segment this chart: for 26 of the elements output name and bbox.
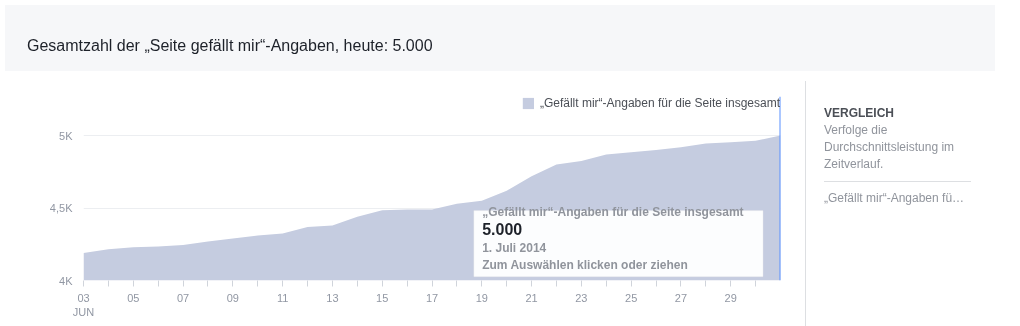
annotation: Zum Auswählen klicken oder ziehen [482, 258, 688, 273]
x-tick-label: 11 [276, 291, 289, 304]
x-tick-label: 19 [475, 291, 488, 304]
x-tick-label: 13 [326, 291, 339, 304]
x-tick-label: 07 [176, 291, 190, 304]
text: VERGLEICH [824, 105, 895, 122]
x-tick-label: 21 [525, 291, 538, 304]
x-tick-label: 29 [724, 291, 737, 304]
chart-title: Gesamtzahl der „Seite gefällt mir“-Angaben, heute: 5.000 [27, 36, 433, 56]
x-tick-label: 17 [425, 291, 439, 304]
annotation: 5.000 [482, 221, 523, 239]
legend-label: „Gefällt mir“-Angaben für die Seite insgesamt [539, 96, 780, 110]
y-tick-label: 4K [59, 274, 74, 287]
y-tick-label: 5K [59, 129, 74, 142]
x-tick-label: 23 [575, 291, 588, 304]
x-tick-label: 09 [226, 291, 239, 304]
annotation: 1. Juli 2014 [482, 240, 547, 255]
x-tick-label: 25 [625, 291, 638, 304]
text: „Gefällt mir“-Angaben fü… [824, 181, 971, 207]
x-tick-label: 05 [127, 291, 140, 304]
text: Verfolge die Durchschnittsleistung im Zeitverlauf. [824, 122, 956, 173]
y-tick-label: 4,5K [49, 202, 74, 215]
annotation: „Gefällt mir“-Angaben für die Seite insgesamt [482, 204, 744, 219]
x-tick-label: 03 JUN [72, 291, 95, 318]
x-tick-label: 27 [674, 291, 688, 304]
x-tick-label: 15 [376, 291, 389, 304]
